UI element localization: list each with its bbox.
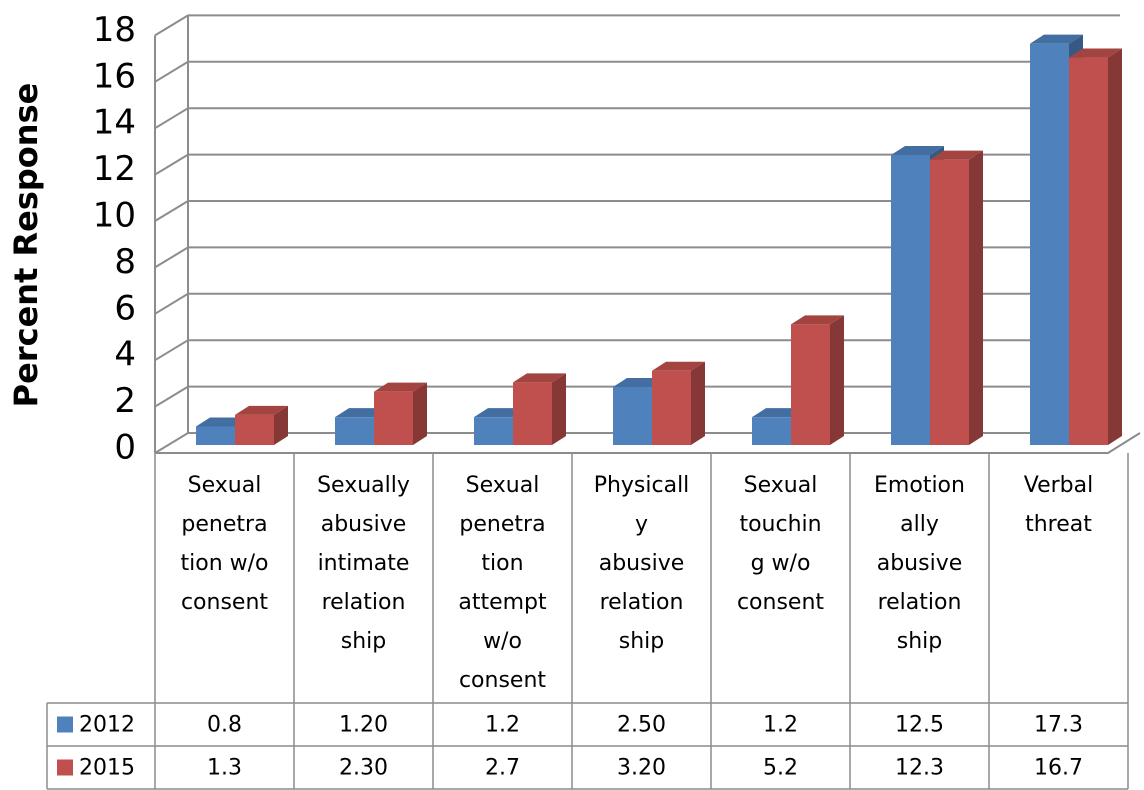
bar-side xyxy=(830,315,844,445)
table-value: 1.2 xyxy=(485,713,520,738)
bar xyxy=(752,417,791,445)
grid-line xyxy=(154,153,1120,176)
bar xyxy=(613,387,652,445)
bar-side xyxy=(969,150,983,445)
y-tick-label: 16 xyxy=(93,56,136,96)
bar xyxy=(513,382,552,445)
bar xyxy=(1030,43,1069,445)
bar xyxy=(474,417,513,445)
table-value: 0.8 xyxy=(207,713,242,738)
grid-line xyxy=(154,107,1120,130)
table-value: 12.3 xyxy=(895,756,944,781)
table-value: 17.3 xyxy=(1034,713,1083,738)
y-tick-label: 8 xyxy=(114,242,136,282)
category-label: Verbal threat xyxy=(1023,473,1094,537)
y-tick-label: 6 xyxy=(114,288,136,328)
bar-side xyxy=(552,373,566,445)
bar-top xyxy=(791,315,844,325)
table-value: 5.2 xyxy=(763,756,798,781)
bar xyxy=(791,324,830,445)
bar-top xyxy=(652,361,705,371)
category-label: Sexual penetra tion w/o consent xyxy=(180,473,269,615)
bar xyxy=(930,159,969,445)
bar xyxy=(196,426,235,445)
table-value: 1.2 xyxy=(763,713,798,738)
bar-top xyxy=(1069,48,1122,58)
legend-key xyxy=(57,759,73,776)
table-value: 1.3 xyxy=(207,756,242,781)
category-label: Emotion ally abusive relation ship xyxy=(874,473,965,654)
bar-side xyxy=(691,361,705,445)
y-tick-label: 10 xyxy=(93,196,136,236)
bar-top xyxy=(891,146,944,155)
table-value: 2.50 xyxy=(617,713,666,738)
table-value: 2.7 xyxy=(485,756,520,781)
bar-side xyxy=(413,382,427,445)
grid-line xyxy=(154,246,1120,269)
y-tick-label: 2 xyxy=(114,381,136,421)
category-label: Sexually abusive intimate relation ship xyxy=(317,473,410,654)
table-value: 16.7 xyxy=(1034,756,1083,781)
bar xyxy=(891,155,930,445)
bar-top xyxy=(374,382,427,392)
y-tick-label: 12 xyxy=(93,149,136,189)
bar xyxy=(1069,57,1108,446)
table-value: 12.5 xyxy=(895,713,944,738)
y-axis-label: Percent Response xyxy=(7,83,45,408)
y-tick-label: 4 xyxy=(114,335,136,375)
bar xyxy=(335,417,374,445)
bar-top xyxy=(235,405,288,415)
category-label: Sexual touchin g w/o consent xyxy=(736,473,825,615)
category-label: Sexual penetra tion attempt w/o consent xyxy=(458,473,547,693)
table-value: 3.20 xyxy=(617,756,666,781)
table-value: 1.20 xyxy=(339,713,388,738)
bar-side xyxy=(1108,48,1122,446)
bar-top xyxy=(513,373,566,383)
y-tick-label: 14 xyxy=(93,103,136,143)
bar xyxy=(235,414,274,445)
y-tick-label: 0 xyxy=(114,428,136,468)
bar xyxy=(374,391,413,445)
grid-line xyxy=(154,60,1120,83)
bar-top xyxy=(930,150,983,160)
legend-label: 2015 xyxy=(79,756,135,781)
grid-line xyxy=(154,14,1120,37)
bar-side xyxy=(274,405,288,445)
legend-label: 2012 xyxy=(79,713,135,738)
grid-line xyxy=(154,200,1120,222)
table-value: 2.30 xyxy=(339,756,388,781)
floor-edge xyxy=(155,432,1141,454)
category-label: Physicall y abusive relation ship xyxy=(593,473,690,654)
y-tick-label: 18 xyxy=(93,10,136,50)
grid-line xyxy=(154,292,1120,315)
bar-top xyxy=(1030,34,1083,44)
legend-key xyxy=(57,716,73,733)
bar xyxy=(652,370,691,445)
